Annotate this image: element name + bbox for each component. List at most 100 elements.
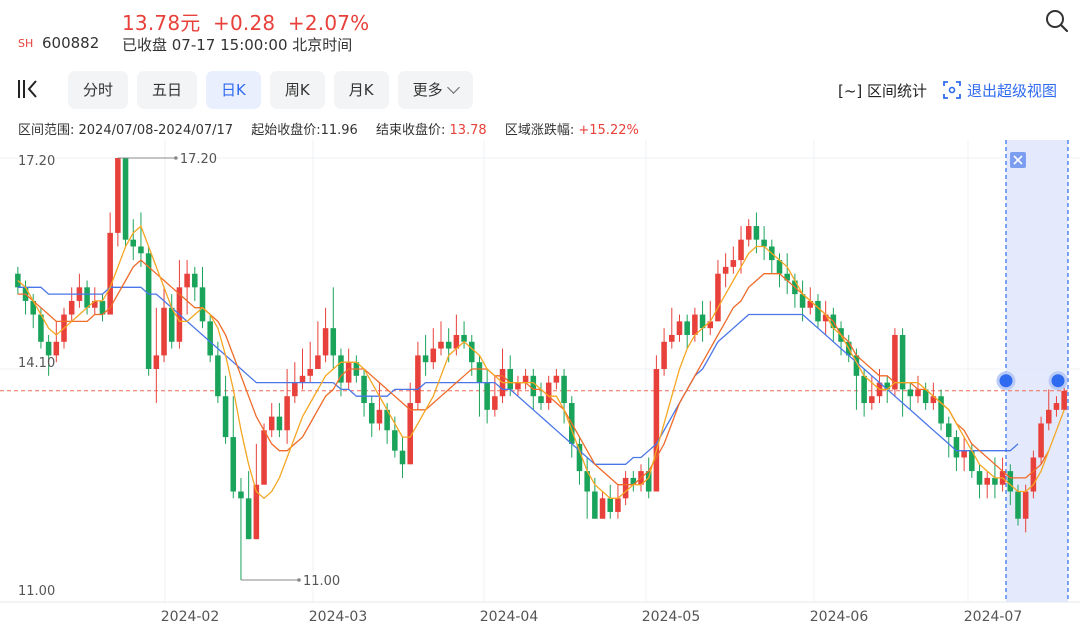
candle-body [922,389,929,404]
candle-body [899,334,906,390]
candle-body [368,403,375,424]
range-stats-button[interactable]: [~] 区间统计 [838,82,928,100]
candle-body [684,321,690,335]
x-tick-label: 2024-03 [309,609,368,625]
candle-body [261,430,267,485]
candle-body [276,416,283,431]
candle-body [738,239,744,261]
candle-body [215,355,221,397]
search-icon[interactable] [1044,8,1070,34]
price-change: +0.28 [213,11,276,35]
candle-body [438,341,444,349]
candle-body [884,382,890,390]
selection-handle-left[interactable] [996,371,1016,391]
candle-body [722,266,729,274]
candle-body [815,300,821,322]
candle-body [122,158,129,240]
tab-five-day[interactable]: 五日 [137,71,198,109]
candle-body [615,498,621,512]
candle-body [315,355,321,369]
current-price: 13.78元 [122,11,201,35]
candle-body [284,396,290,431]
candle-body [776,260,783,274]
candle-body [561,375,567,404]
x-tick-label: 2024-05 [642,609,701,625]
max-annotation-label: 17.20 [180,152,217,167]
tab-more-label: 更多 [412,81,443,99]
candle-body [1053,403,1060,410]
candle-body [422,355,429,363]
candle-body [245,498,252,540]
ma5-line [17,224,1065,500]
candle-body [784,273,790,281]
kline-chart[interactable]: 17.20 11.00 17.20 14.10 11.00 2024-02 2024-03 2… [0,140,1080,638]
candle-body [445,341,452,349]
candle-body [484,382,490,410]
candle-body [515,382,521,390]
end-close-label: 结束收盘价: [375,123,446,138]
candle-body [969,450,975,472]
candle-body [853,355,860,376]
y-tick-label: 14.10 [18,356,55,371]
candle-body [115,158,121,233]
candle-body [730,260,737,267]
candle-body [1061,390,1067,410]
x-tick-label: 2024-02 [161,609,220,625]
candle-body [138,246,144,254]
candle-body [184,273,190,288]
candle-body [592,491,598,519]
stock-code: 600882 [42,34,100,52]
y-tick-label: 17.20 [18,154,55,169]
candle-body [707,321,714,329]
candle-body [576,443,583,472]
selection-region [1006,140,1068,602]
candle-body [207,321,213,356]
candle-body [199,287,206,322]
candle-body [953,437,960,458]
candle-body [230,437,237,492]
candle-body [676,321,683,335]
tab-more[interactable]: 更多 [397,71,473,109]
tab-intraday[interactable]: 分时 [68,71,129,109]
candle-body [68,300,75,315]
candle-body [753,226,760,240]
candle-body [1045,409,1052,424]
candle-body [984,477,990,485]
candle-body [699,314,706,329]
tab-daily-k[interactable]: 日K [206,71,261,109]
candle-body [669,334,675,342]
candle-body [938,396,944,424]
candle-body [715,273,721,322]
candle-body [99,300,106,315]
candle-body [799,294,806,308]
exchange-badge: SH [18,37,34,50]
candle-body [468,341,475,363]
candle-body [892,334,898,390]
focus-frame-icon [943,81,961,99]
candle-body [330,328,337,356]
market-status: 已收盘 07-17 15:00:00 北京时间 [122,36,353,54]
candle-body [430,348,437,363]
candle-body [38,314,44,342]
exit-super-view-button[interactable]: 退出超级视图 [943,80,1057,101]
kline-toggle-icon[interactable] [16,78,42,100]
candle-body [861,375,867,404]
candle-body [807,300,814,308]
period-tabs: 分时 五日 日K 周K 月K 更多 [68,71,473,109]
range-change-label: 区域涨跌幅: [504,123,575,138]
candle-body [161,307,167,356]
candle-body [492,396,498,410]
range-info-bar: 区间范围: 2024/07/08-2024/07/17 起始收盘价:11.96 … [18,119,639,138]
exit-super-view-label: 退出超级视图 [967,82,1058,100]
candle-body [361,375,367,404]
candle-body [692,314,698,335]
selection-handle-right[interactable] [1048,371,1068,391]
price-change-pct: +2.07% [287,11,370,35]
tab-weekly-k[interactable]: 周K [269,71,325,109]
tab-monthly-k[interactable]: 月K [333,71,389,109]
candle-body [1030,457,1037,492]
candle-body [653,369,660,492]
x-tick-label: 2024-07 [964,609,1023,625]
candle-body [869,396,875,404]
candle-body [453,334,460,349]
